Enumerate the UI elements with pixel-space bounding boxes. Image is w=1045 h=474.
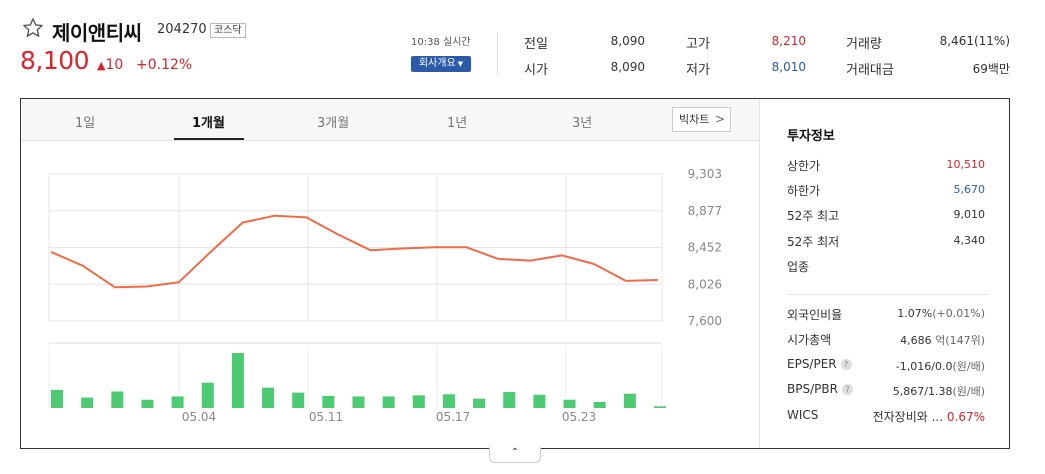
panel-divider [759,99,760,448]
header-divider [497,33,498,75]
volume-bar [563,399,576,408]
volume-bar [593,401,606,408]
price-change: ▲10 [97,57,123,73]
help-icon[interactable]: ? [840,359,852,370]
volume-bar [292,392,305,408]
period-tabs: 1일 1개월 3개월 1년 3년 빅차트 > [21,99,759,141]
favorite-star-icon[interactable] [22,17,44,39]
high-value: 8,210 [771,34,806,48]
market-badge: 코스닥 [210,23,246,38]
stock-code: 204270 [157,22,207,37]
collapse-button[interactable]: ⌃ [489,447,541,463]
volume-bar [352,396,365,408]
volume-bar [81,397,94,408]
help-icon[interactable]: ? [841,384,853,395]
x-tick-label: 05.23 [562,410,596,424]
volume-bar [442,394,455,408]
tab-1month[interactable]: 1개월 [192,116,225,131]
realtime-label: 10:38 실시간 [411,37,471,48]
volume-bar [503,392,516,408]
wics-percent: 0.67% [946,410,985,424]
tab-3month[interactable]: 3개월 [317,116,350,131]
volume-bar [111,391,124,408]
caret-down-icon: ▼ [457,60,464,68]
prev-close-label: 전일 [524,37,548,52]
volume-bar [141,399,154,408]
company-overview-button[interactable]: 회사개요 ▼ [411,56,471,72]
eps-per-label: EPS/PER? [787,357,852,371]
tab-1year[interactable]: 1년 [447,116,468,131]
volume-bar [382,396,395,408]
x-tick-label: 05.11 [309,410,343,424]
open-label: 시가 [524,63,548,78]
volume-bar [473,398,486,408]
volume-bar [533,394,546,408]
trade-amount-label: 거래대금 [846,63,894,78]
volume-label: 거래량 [846,37,882,52]
volume-bar [51,389,63,408]
y-tick-label: 9,303 [688,167,722,181]
price-chart: 9,303 8,877 8,452 8,026 7,600 05.04 05.11 05.17… [48,167,722,424]
x-tick-label: 05.04 [182,410,216,424]
tab-1day[interactable]: 1일 [75,116,96,131]
volume-bar [412,395,425,408]
chevron-up-icon: ⌃ [510,447,520,458]
eps-per-text: EPS/PER [787,357,837,371]
volume-value: 8,461(11%) [939,34,1010,48]
volume-bar [262,387,275,408]
company-overview-label: 회사개요 [418,58,456,69]
low-label: 저가 [686,63,710,78]
wics-value: 전자장비와 ... 0.67% [840,408,985,425]
big-chart-label: 빅차트 [679,113,710,126]
volume-bar [231,353,244,408]
volume-bar [201,382,214,408]
open-value: 8,090 [610,60,645,74]
volume-bar [171,396,184,408]
up-arrow-icon: ▲ [97,59,106,72]
tab-3year[interactable]: 3년 [572,116,593,131]
price-change-percent: +0.12% [136,57,193,73]
wics-sector-link[interactable]: 전자장비와 ... [872,410,944,424]
bps-pbr-text: BPS/PBR [787,382,838,396]
x-tick-label: 05.17 [436,410,470,424]
trade-amount-value: 69백만 [972,62,1010,76]
current-price: 8,100 [20,46,90,75]
y-tick-label: 8,026 [688,277,722,291]
high-label: 고가 [686,37,710,52]
volume-bar [654,406,666,408]
low-value: 8,010 [771,60,806,74]
big-chart-button[interactable]: 빅차트 > [672,107,731,132]
chevron-right-icon: > [714,112,725,126]
prev-close-value: 8,090 [610,34,645,48]
bps-pbr-label: BPS/PBR? [787,382,853,396]
price-series-line [50,214,658,289]
volume-bar [322,395,335,408]
chart-panel: 1일 1개월 3개월 1년 3년 빅차트 > 9,303 8,877 8,452 8,… [20,98,1010,449]
active-tab-indicator [174,138,244,140]
y-tick-label: 8,452 [688,241,722,255]
volume-bar [623,393,636,408]
y-tick-label: 7,600 [688,314,722,328]
stock-name: 제이앤티씨 [52,21,142,45]
y-tick-label: 8,877 [688,204,722,218]
price-change-value: 10 [105,57,124,73]
